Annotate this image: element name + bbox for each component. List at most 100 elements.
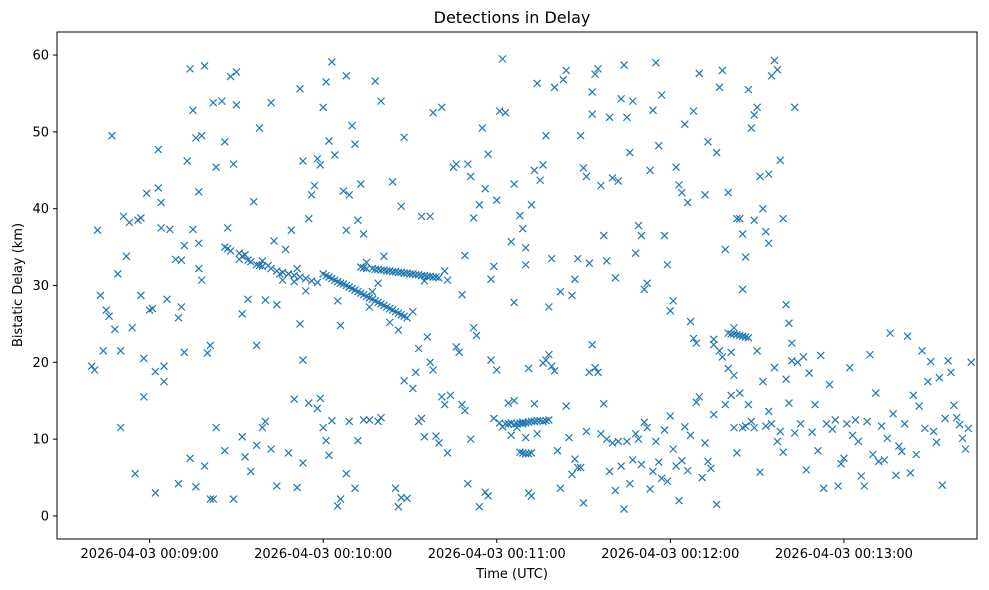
data-point (510, 396, 519, 405)
data-point (116, 423, 125, 432)
data-point (764, 407, 773, 416)
data-point (750, 423, 759, 432)
data-point (900, 419, 909, 428)
data-point (394, 502, 403, 511)
data-point (967, 358, 976, 367)
data-point (660, 231, 669, 240)
data-point (692, 339, 701, 348)
data-point (484, 150, 492, 159)
data-point (594, 368, 602, 377)
data-point (510, 298, 519, 307)
data-point (952, 413, 961, 422)
data-point (110, 325, 119, 334)
data-point (695, 69, 704, 78)
data-point (585, 368, 594, 377)
data-point (304, 214, 313, 223)
data-point (484, 492, 492, 500)
data-point (666, 306, 675, 315)
data-point (336, 495, 345, 503)
data-point (301, 286, 310, 295)
data-point (634, 435, 643, 444)
data-point (461, 406, 469, 415)
data-point (825, 380, 834, 389)
data-point (542, 356, 550, 364)
data-point (429, 366, 438, 374)
data-point (839, 454, 848, 463)
data-point (701, 439, 709, 447)
data-point (935, 373, 944, 382)
data-point (764, 239, 773, 248)
data-point (715, 83, 724, 92)
data-point (588, 340, 597, 349)
data-point (886, 329, 895, 338)
data-point (440, 400, 449, 409)
y-tick-label: 60 (32, 49, 49, 64)
data-point (258, 262, 267, 271)
data-point (345, 417, 354, 426)
data-point (87, 362, 96, 371)
data-point (944, 356, 952, 365)
data-point (136, 213, 145, 222)
data-point (197, 131, 206, 140)
data-point (391, 484, 400, 493)
data-point (414, 344, 423, 353)
data-point (718, 66, 727, 75)
data-point (579, 498, 588, 507)
data-point (562, 66, 571, 75)
data-point (536, 176, 545, 185)
data-point (735, 389, 744, 397)
data-point (359, 416, 368, 424)
data-point (403, 494, 411, 503)
data-point (912, 450, 921, 459)
data-point (510, 180, 519, 189)
data-point (287, 226, 296, 235)
data-point (353, 216, 362, 225)
data-point (550, 366, 559, 375)
data-point (489, 262, 498, 271)
data-point (790, 429, 799, 437)
data-point (241, 452, 249, 461)
data-point (799, 353, 808, 361)
data-point (530, 166, 539, 175)
data-point (565, 433, 574, 442)
data-point (226, 72, 235, 81)
data-point (819, 484, 828, 493)
data-point (157, 223, 166, 232)
data-point (767, 71, 776, 80)
data-point (620, 505, 628, 513)
data-point (116, 346, 125, 355)
data-point (487, 275, 495, 284)
data-point (356, 180, 365, 189)
data-point (319, 423, 328, 432)
data-point (489, 414, 498, 423)
data-point (186, 454, 195, 463)
data-point (183, 157, 192, 165)
data-point (238, 309, 247, 318)
data-point (866, 350, 874, 359)
data-point (646, 485, 655, 493)
data-point (637, 460, 646, 469)
data-point (704, 457, 712, 466)
data-point (854, 437, 863, 446)
data-point (727, 348, 736, 357)
data-point (634, 221, 643, 230)
data-point (316, 160, 325, 169)
data-point (304, 399, 313, 407)
data-point (238, 432, 247, 441)
data-point (105, 312, 113, 321)
data-point (782, 375, 790, 384)
data-point (591, 363, 600, 372)
data-point (394, 326, 403, 334)
data-point (157, 198, 166, 207)
data-point (232, 101, 241, 109)
data-point (119, 212, 128, 221)
data-point (443, 276, 452, 285)
data-point (154, 145, 163, 154)
data-point (724, 364, 733, 373)
data-point (828, 425, 837, 434)
data-point (591, 70, 600, 79)
data-point (631, 249, 640, 258)
data-point (131, 469, 140, 478)
data-point (209, 98, 218, 107)
data-point (475, 200, 484, 209)
